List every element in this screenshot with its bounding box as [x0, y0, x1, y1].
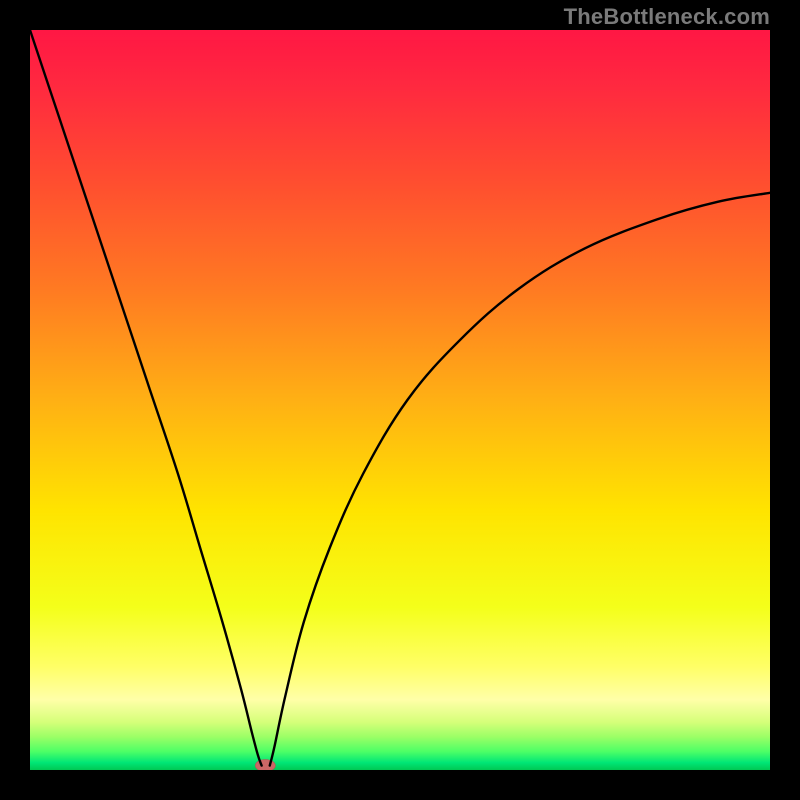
gradient-background — [30, 30, 770, 770]
optimum-marker — [255, 760, 275, 770]
chart-frame: TheBottleneck.com — [0, 0, 800, 800]
bottleneck-chart-svg — [30, 30, 770, 770]
plot-area — [30, 30, 770, 770]
watermark-text: TheBottleneck.com — [564, 4, 770, 30]
